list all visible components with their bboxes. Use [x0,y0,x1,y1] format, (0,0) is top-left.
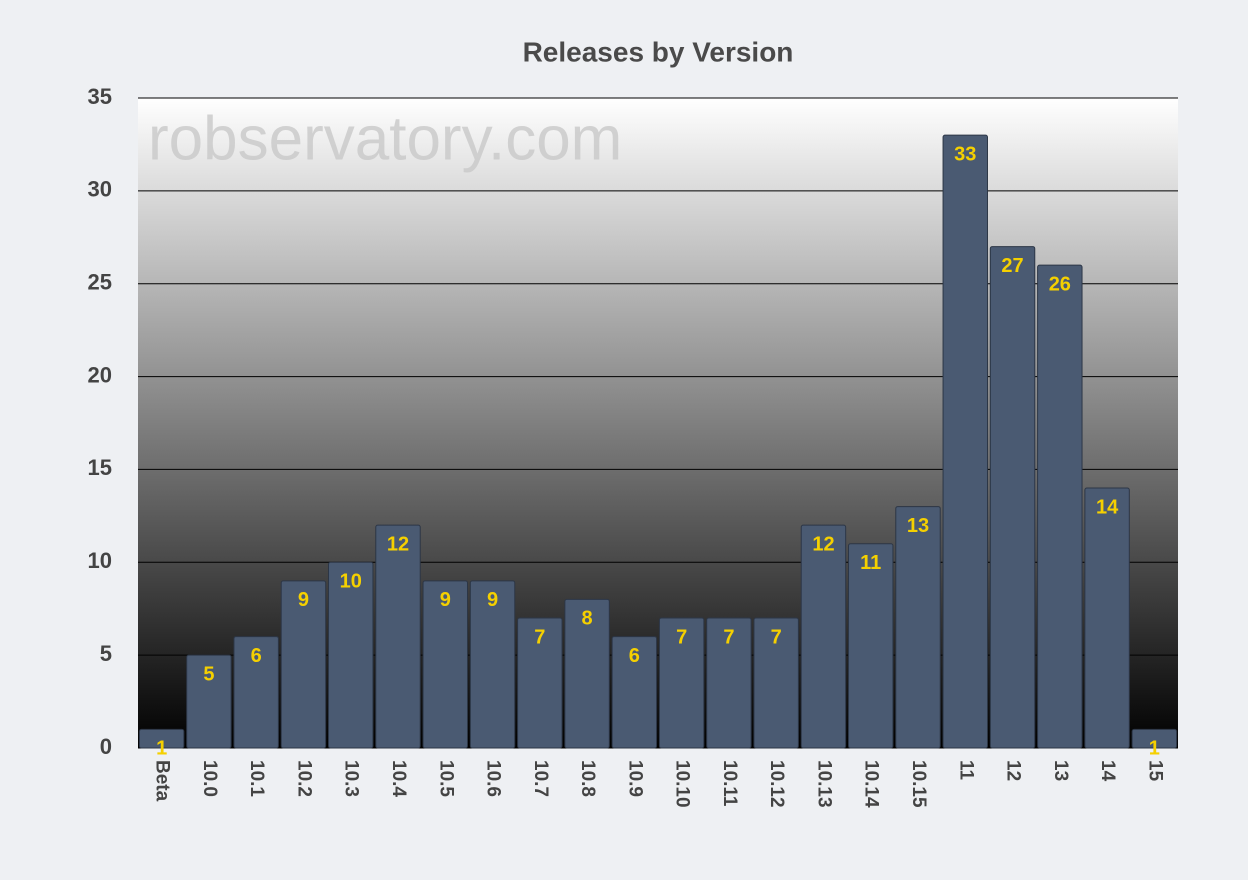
value-label: 13 [907,515,929,537]
bar [1037,264,1083,749]
bar [895,506,941,749]
x-tick-label: 10.12 [766,760,787,808]
value-label: 8 [582,608,593,630]
value-label: 5 [203,663,214,685]
value-label: 26 [1049,273,1071,295]
value-label: 10 [340,571,362,593]
y-tick-label: 5 [100,641,112,666]
x-tick-label: 15 [1144,760,1165,782]
bar [942,134,988,749]
bar [422,580,468,749]
x-tick-label: 10.10 [672,760,693,808]
value-label: 14 [1096,496,1119,518]
x-tick-label: 10.1 [246,760,267,797]
value-label: 27 [1001,255,1023,277]
bar [611,636,658,749]
x-tick-label: 14 [1097,760,1118,782]
y-tick-label: 30 [88,177,112,202]
watermark: robservatory.com [148,104,622,173]
bar [233,636,279,749]
y-tick-label: 0 [100,734,112,759]
x-tick-label: 10.0 [199,760,220,797]
x-tick-label: 10.11 [719,760,740,807]
x-tick-label: 10.3 [341,760,362,797]
x-tick-label: 10.9 [624,760,645,797]
bar [517,617,563,749]
y-tick-label: 10 [88,548,112,573]
bar [706,617,752,749]
x-tick-label: 10.14 [861,760,882,808]
x-tick-label: 10.15 [908,760,929,808]
y-tick-label: 35 [88,84,112,109]
bar [375,524,421,749]
bar [800,524,847,749]
value-label: 6 [251,645,262,667]
bar [989,246,1036,749]
y-tick-label: 25 [88,270,112,295]
value-label: 1 [156,738,167,760]
x-tick-label: 10.5 [435,760,456,797]
value-label: 12 [812,533,834,555]
value-label: 9 [440,589,451,611]
chart-title: Releases by Version [523,36,794,67]
x-tick-label: 10.7 [530,760,551,797]
bar [138,728,185,749]
bar [564,598,610,749]
bar [469,580,516,749]
value-label: 7 [676,626,687,648]
bar [280,580,327,749]
bar [1084,487,1130,749]
x-tick-label: Beta [152,760,173,802]
value-label: 11 [860,552,881,574]
y-tick-label: 15 [88,455,112,480]
x-tick-label: 12 [1003,760,1024,781]
bar [186,654,232,749]
x-tick-label: 13 [1050,760,1071,781]
value-label: 9 [298,589,309,611]
x-tick-label: 10.6 [483,760,504,797]
bar [848,543,894,749]
x-tick-label: 10.2 [293,760,314,797]
bar [658,617,705,749]
value-label: 12 [387,533,409,555]
value-label: 1 [1149,738,1160,760]
x-tick-label: 10.8 [577,760,598,797]
x-tick-label: 10.4 [388,760,409,797]
bar [328,561,374,749]
value-label: 6 [629,645,640,667]
x-tick-label: 10.13 [813,760,834,808]
value-label: 33 [954,143,976,165]
bar [1131,728,1178,749]
bar [753,617,799,749]
x-tick-label: 11 [955,760,976,781]
y-tick-label: 20 [88,362,112,387]
value-label: 7 [534,626,545,648]
value-label: 7 [771,626,782,648]
value-label: 9 [487,589,498,611]
value-label: 7 [723,626,734,648]
